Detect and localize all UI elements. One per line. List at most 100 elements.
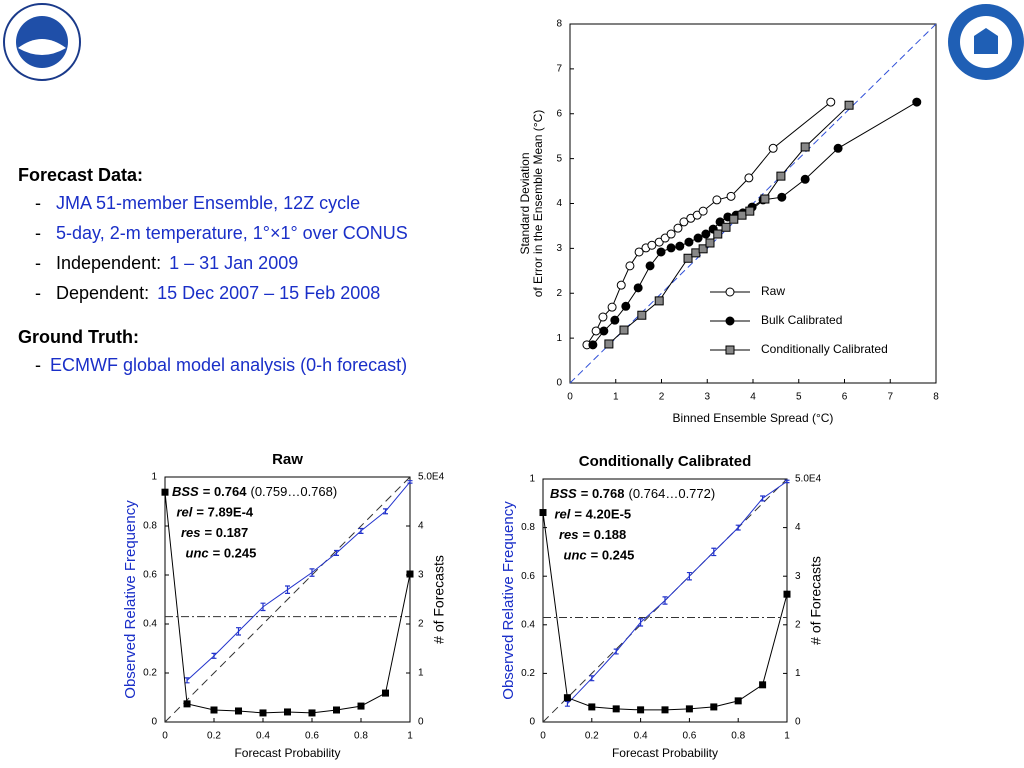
marker: [833, 143, 843, 153]
marker: [161, 488, 169, 496]
annotation-value: = 0.768: [581, 486, 625, 501]
x-tick-label: 1: [407, 731, 413, 742]
marker: [777, 192, 787, 202]
annotation: BSS = 0.764 (0.759…0.768): [172, 484, 337, 499]
annotation-name: res: [181, 525, 201, 540]
x-tick-label: 0.8: [354, 731, 368, 742]
section-heading: Ground Truth:: [18, 327, 139, 347]
error-bar: [309, 568, 315, 577]
y2-tick-label: 4: [795, 522, 801, 533]
marker: [776, 171, 786, 181]
annotation: BSS = 0.768 (0.764…0.772): [550, 486, 715, 501]
marker: [284, 708, 291, 716]
y-tick-label: 0.6: [521, 571, 535, 582]
marker: [406, 570, 414, 578]
annotation: rel = 7.89E-4: [177, 505, 254, 520]
y-tick-label: 1: [151, 472, 157, 483]
y-tick-label: 0.8: [521, 522, 535, 533]
marker: [599, 326, 609, 336]
annotation-name: BSS: [550, 486, 577, 501]
x-axis-label: Forecast Probability: [612, 746, 718, 760]
x-tick-label: 0.2: [207, 731, 221, 742]
legend-label: Raw: [761, 284, 785, 298]
marker: [598, 312, 608, 322]
marker: [698, 206, 708, 216]
marker: [679, 217, 689, 227]
item-text: 1 – 31 Jan 2009: [169, 253, 298, 273]
list-item: Dependent: 15 Dec 2007 – 15 Feb 2008: [56, 283, 380, 303]
list-item: ECMWF global model analysis (0-h forecas…: [50, 355, 407, 375]
marker: [685, 705, 693, 713]
item-label: Independent:: [56, 253, 161, 273]
commerce-logo: [948, 4, 1024, 80]
annotation-value: = 0.188: [583, 527, 627, 542]
marker: [826, 97, 836, 107]
x-tick-label: 0.2: [585, 731, 599, 742]
annotation-name: unc: [564, 548, 588, 563]
y-tick-label: 0.2: [521, 668, 535, 679]
bullet: -: [35, 283, 41, 303]
y-tick-label: 1: [556, 333, 562, 344]
marker: [259, 709, 267, 717]
marker: [661, 706, 669, 714]
marker: [768, 143, 778, 153]
item-text: JMA 51-member Ensemble, 12Z cycle: [56, 193, 360, 213]
marker: [637, 310, 647, 320]
marker: [698, 244, 708, 254]
y2-axis-label: # of Forecasts: [431, 555, 447, 644]
error-bar: [784, 479, 790, 484]
y-axis-label: Standard Deviation: [518, 152, 532, 254]
y2-tick-label: 2: [418, 619, 424, 630]
marker: [637, 706, 645, 714]
marker: [744, 173, 754, 183]
bullet: -: [35, 355, 41, 375]
annotation-name: rel: [177, 505, 193, 520]
x-tick-label: 8: [933, 392, 939, 403]
marker: [357, 702, 365, 710]
y-tick-label: 0: [529, 717, 535, 728]
error-bar: [638, 618, 644, 627]
marker: [734, 697, 742, 705]
x-tick-label: 3: [704, 392, 710, 403]
annotation-range: (0.759…0.768): [250, 484, 337, 499]
error-bar: [662, 596, 668, 605]
y2-tick-label: 0: [418, 717, 424, 728]
annotation: res = 0.187: [181, 525, 248, 540]
marker: [683, 253, 693, 263]
y-tick-label: 1: [529, 474, 535, 485]
y-tick-label: 5: [556, 153, 562, 164]
marker: [745, 206, 755, 216]
chart-title: Conditionally Calibrated: [579, 453, 752, 470]
marker: [607, 302, 617, 312]
y-tick-label: 0.8: [143, 521, 157, 532]
marker: [621, 301, 631, 311]
section-heading: Forecast Data:: [18, 165, 143, 185]
marker: [610, 315, 620, 325]
marker: [800, 174, 810, 184]
marker: [666, 229, 676, 239]
y-axis-label: of Error in the Ensemble Mean (°C): [531, 110, 545, 298]
marker: [612, 705, 620, 713]
error-bar: [407, 480, 413, 484]
marker: [712, 195, 722, 205]
marker: [713, 229, 723, 239]
marker: [235, 707, 242, 715]
error-bar: [735, 524, 741, 531]
marker: [726, 191, 736, 201]
perfect-reliability: [164, 476, 411, 723]
y-tick-label: 6: [556, 108, 562, 119]
series-line: [164, 492, 411, 714]
x-tick-label: 2: [659, 392, 665, 403]
y-axis-label: Observed Relative Frequency: [500, 501, 517, 700]
series-line: [186, 481, 411, 681]
annotation-value: = 0.764: [203, 484, 248, 499]
marker: [539, 509, 547, 517]
marker: [675, 241, 685, 251]
marker: [759, 681, 767, 689]
annotation: unc = 0.245: [564, 548, 635, 563]
error-bar: [589, 675, 595, 682]
chart-title: Raw: [272, 451, 303, 468]
marker: [666, 243, 676, 253]
marker: [729, 214, 739, 224]
y2-tick-label: 3: [795, 571, 801, 582]
